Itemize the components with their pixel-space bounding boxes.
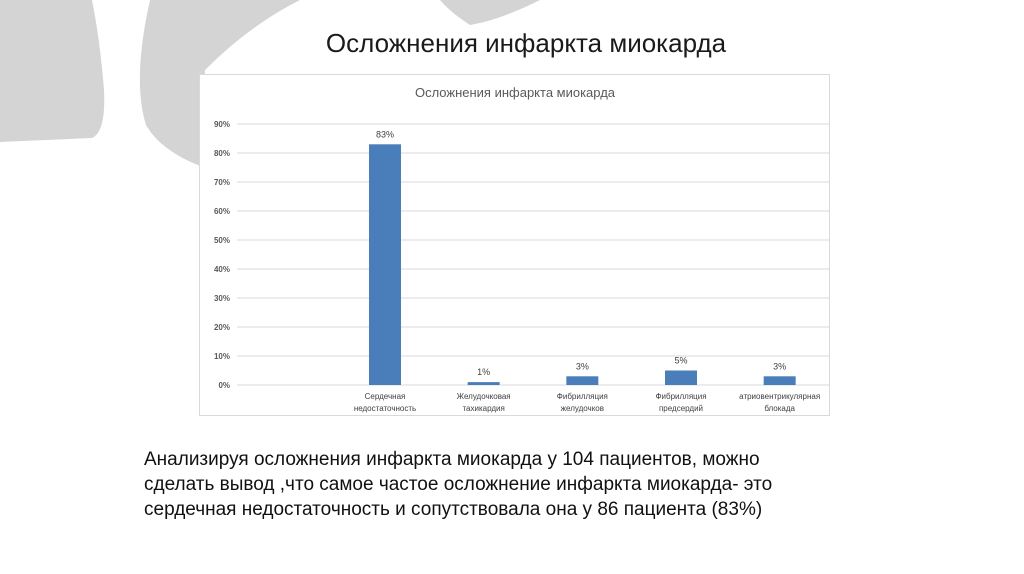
y-tick-label: 50% <box>214 236 230 245</box>
category-label: Фибрилляция <box>557 392 608 401</box>
category-label: тахикардия <box>462 404 504 413</box>
y-tick-label: 40% <box>214 265 230 274</box>
bar <box>763 376 796 385</box>
y-tick-label: 10% <box>214 352 230 361</box>
y-tick-label: 30% <box>214 294 230 303</box>
data-label: 5% <box>674 356 687 366</box>
category-label: предсердий <box>659 404 703 413</box>
bar-chart: Осложнения инфаркта миокарда 0% 10% 20% 30% 4… <box>214 85 829 413</box>
bar <box>566 376 599 385</box>
category-label: Фибрилляция <box>655 392 706 401</box>
data-label: 3% <box>576 361 589 371</box>
chart-title: Осложнения инфаркта миокарда <box>415 85 616 100</box>
y-tick-label: 20% <box>214 323 230 332</box>
data-label: 3% <box>773 361 786 371</box>
y-tick-label: 0% <box>218 381 230 390</box>
chart-container: Осложнения инфаркта миокарда 0% 10% 20% 30% 4… <box>199 74 830 416</box>
bar <box>665 370 697 385</box>
data-label: 83% <box>376 129 394 139</box>
y-tick-label: 70% <box>214 178 230 187</box>
conclusion-line-2: сделать вывод ,что самое частое осложнен… <box>144 474 773 495</box>
category-label: атриовентрикулярная <box>739 392 820 401</box>
category-label: Сердечная <box>365 392 406 401</box>
bar <box>467 382 500 385</box>
category-label: недостаточность <box>354 404 416 413</box>
y-tick-label: 90% <box>214 120 230 129</box>
category-label: Желудочковая <box>457 392 511 401</box>
conclusion-line-3: сердечная недостаточность и сопутствовал… <box>144 499 763 520</box>
conclusion-text: Анализируя осложнения инфаркта миокарда … <box>144 447 904 522</box>
slide-title: Осложнения инфаркта миокарда <box>325 28 727 58</box>
y-tick-label: 60% <box>214 207 230 216</box>
data-label: 1% <box>477 367 490 377</box>
category-label: блокада <box>764 404 795 413</box>
bar <box>369 144 401 385</box>
category-label: желудочков <box>561 404 604 413</box>
y-tick-label: 80% <box>214 149 230 158</box>
conclusion-line-1: Анализируя осложнения инфаркта миокарда … <box>144 449 760 470</box>
